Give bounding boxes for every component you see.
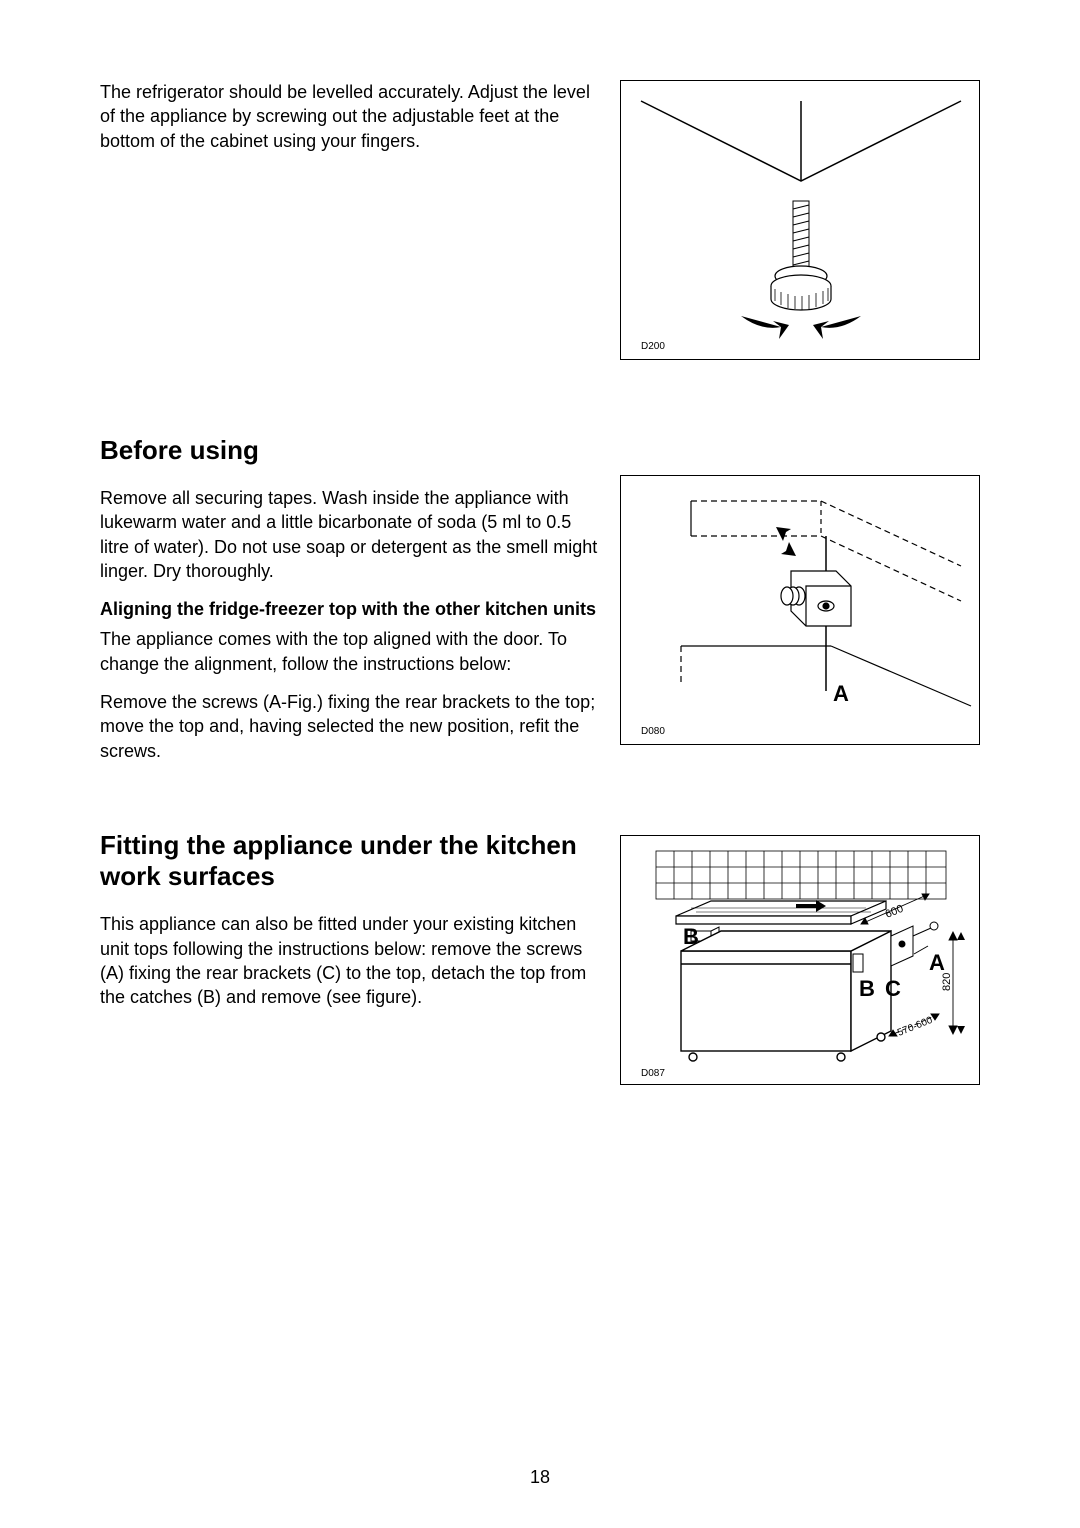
figure3-letter-b1: B: [683, 924, 699, 949]
figure3-letter-b2: B: [859, 976, 875, 1001]
figure3-label: D087: [641, 1068, 665, 1079]
section1-text: The refrigerator should be levelled accu…: [100, 80, 600, 167]
section2-para1: Remove all securing tapes. Wash inside t…: [100, 486, 600, 583]
section2-sub1: Aligning the fridge-freezer top with the…: [100, 597, 600, 621]
section3-text: Fitting the appliance under the kitchen …: [100, 830, 600, 1024]
figure1-label: D200: [641, 341, 665, 352]
figure3-letter-c: C: [885, 976, 901, 1001]
figure3-dim-h: 820: [941, 973, 953, 991]
section2-text: Before using Remove all securing tapes. …: [100, 435, 600, 777]
figure-adjustable-foot: D200: [620, 80, 980, 360]
figure2-letter-a: A: [833, 681, 849, 706]
bracket-icon: [781, 571, 851, 626]
section2-para2: The appliance comes with the top aligned…: [100, 627, 600, 676]
section3-para1: This appliance can also be fitted under …: [100, 912, 600, 1009]
section2-para3: Remove the screws (A-Fig.) fixing the re…: [100, 690, 600, 763]
figure-rear-bracket: A D080: [620, 475, 980, 745]
section3-heading: Fitting the appliance under the kitchen …: [100, 830, 600, 892]
figure3-letter-a: A: [929, 950, 945, 975]
figure-under-counter: B B C A 600 820: [620, 835, 980, 1085]
page-number: 18: [100, 1467, 980, 1488]
figure2-label: D080: [641, 726, 665, 737]
section2-heading: Before using: [100, 435, 600, 466]
section1-para1: The refrigerator should be levelled accu…: [100, 80, 600, 153]
figure3-dim-d: 570-600: [896, 1015, 935, 1039]
threaded-foot-icon: [741, 201, 861, 339]
